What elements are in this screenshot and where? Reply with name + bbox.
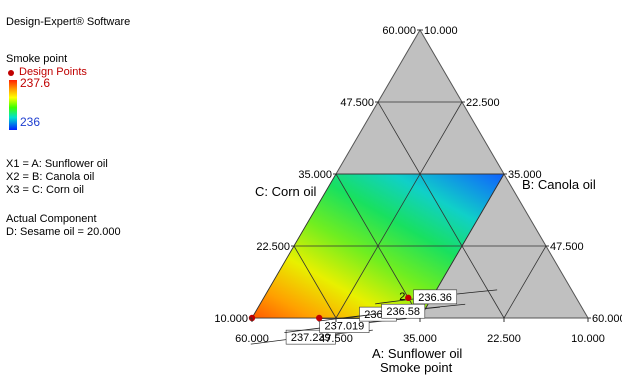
factor-x1: X1 = A: Sunflower oil <box>6 158 108 170</box>
contour-label: 237.239 <box>291 332 331 344</box>
tick-a: 22.500 <box>487 333 521 345</box>
axis-a-label: A: Sunflower oil <box>372 346 462 361</box>
contour-label-box <box>413 289 458 305</box>
info-panel: Design-Expert® Software Smoke point Desi… <box>6 16 130 239</box>
design-point-count: 2 <box>399 291 405 303</box>
design-points-legend: Design Points <box>6 66 130 79</box>
factor-x2: X2 = B: Canola oil <box>6 171 95 183</box>
tick-a: 60.000 <box>235 333 269 345</box>
tick-b: 47.500 <box>550 241 584 253</box>
tick-c: 35.000 <box>298 169 332 181</box>
tick-c: 47.500 <box>340 97 374 109</box>
tick-c: 60.000 <box>382 25 416 37</box>
tick-c: 10.000 <box>214 313 248 325</box>
grid-line-a <box>293 245 337 319</box>
software-name: Design-Expert® Software <box>6 16 131 28</box>
design-point-dot-icon <box>8 69 14 76</box>
actual-component-title: Actual Component <box>6 213 97 225</box>
tick-a: 10.000 <box>571 333 605 345</box>
tick-b: 10.000 <box>424 25 458 37</box>
factor-x3: X3 = C: Corn oil <box>6 184 84 196</box>
contour-label-box <box>285 329 336 345</box>
tick-b: 35.000 <box>508 169 542 181</box>
contour-label-box <box>319 318 370 333</box>
contour-label: 236.36 <box>418 292 452 304</box>
contour-label-box <box>381 303 426 319</box>
tick-a: 47.500 <box>319 333 353 345</box>
design-point <box>316 314 323 322</box>
tick-b: 22.500 <box>466 97 500 109</box>
grid-line-a <box>335 173 421 319</box>
actual-component-value: D: Sesame oil = 20.000 <box>6 226 121 238</box>
contour-label: 237.019 <box>325 321 365 333</box>
tick-b: 60.000 <box>592 313 622 325</box>
chart-title: Smoke point <box>380 360 453 375</box>
tick-c: 22.500 <box>256 241 290 253</box>
grid-line-a <box>377 101 505 319</box>
tick-a: 35.000 <box>403 333 437 345</box>
response-name: Smoke point <box>6 53 68 65</box>
color-scale: 237.6 236 <box>6 76 130 134</box>
contour-label: 236.58 <box>386 306 420 318</box>
color-scale-high: 237.6 <box>20 76 51 90</box>
grid-line-b <box>335 101 463 319</box>
grid-line-b <box>503 245 547 319</box>
axis-b-label: B: Canola oil <box>522 177 596 192</box>
color-scale-low: 236 <box>20 115 41 129</box>
axis-c-label: C: Corn oil <box>255 184 317 199</box>
design-point <box>405 294 412 302</box>
color-scale-bar <box>9 80 17 130</box>
design-points-label: Design Points <box>19 66 87 78</box>
